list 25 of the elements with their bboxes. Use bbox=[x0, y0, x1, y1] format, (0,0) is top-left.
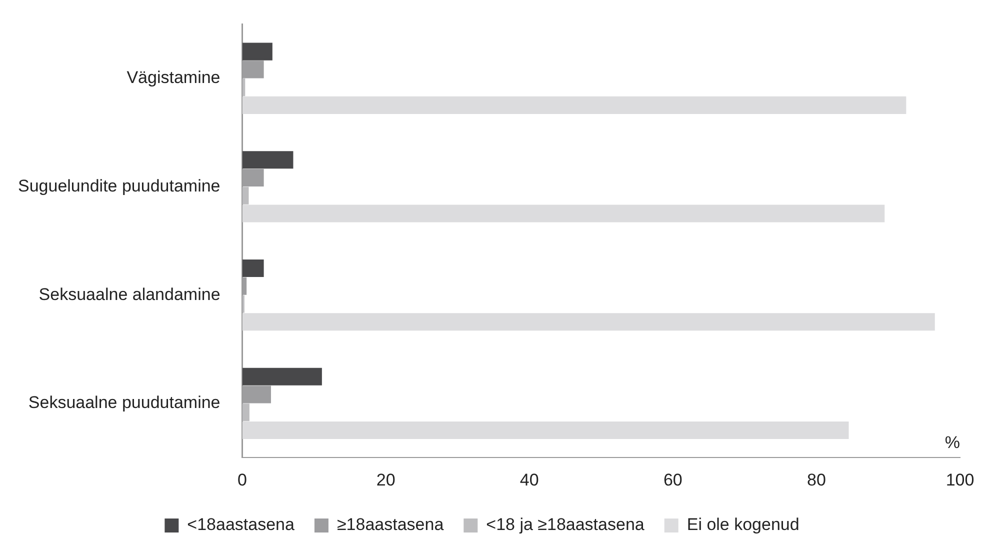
x-tick-label: 100 bbox=[946, 470, 974, 490]
x-tick-label: 60 bbox=[663, 470, 682, 490]
bar bbox=[242, 313, 935, 331]
legend-label: <18aastasena bbox=[187, 515, 296, 534]
y-tick-label: Vägistamine bbox=[126, 68, 220, 88]
bar bbox=[242, 421, 849, 439]
x-tick-label: 80 bbox=[806, 470, 826, 490]
y-tick-label: Seksuaalne puudutamine bbox=[28, 393, 220, 412]
y-tick-label: Seksuaalne alandamine bbox=[38, 284, 220, 304]
bar bbox=[242, 404, 250, 422]
bar bbox=[242, 368, 322, 386]
legend-label: ≥18aastasena bbox=[336, 515, 444, 534]
bar bbox=[242, 151, 294, 169]
legend-label: <18 ja ≥18aastasena bbox=[486, 515, 645, 534]
x-tick-label: 20 bbox=[376, 470, 396, 490]
bar bbox=[242, 96, 906, 114]
bar bbox=[242, 260, 264, 278]
x-tick-label: 0 bbox=[238, 470, 248, 490]
bar bbox=[242, 42, 272, 60]
annotation: % bbox=[944, 432, 960, 452]
bar bbox=[242, 186, 249, 204]
legend-label: Ei ole kogenud bbox=[686, 515, 800, 534]
bar bbox=[242, 204, 885, 222]
x-tick-label: 40 bbox=[520, 470, 539, 490]
y-tick-label: Suguelundite puudutamine bbox=[18, 176, 220, 196]
